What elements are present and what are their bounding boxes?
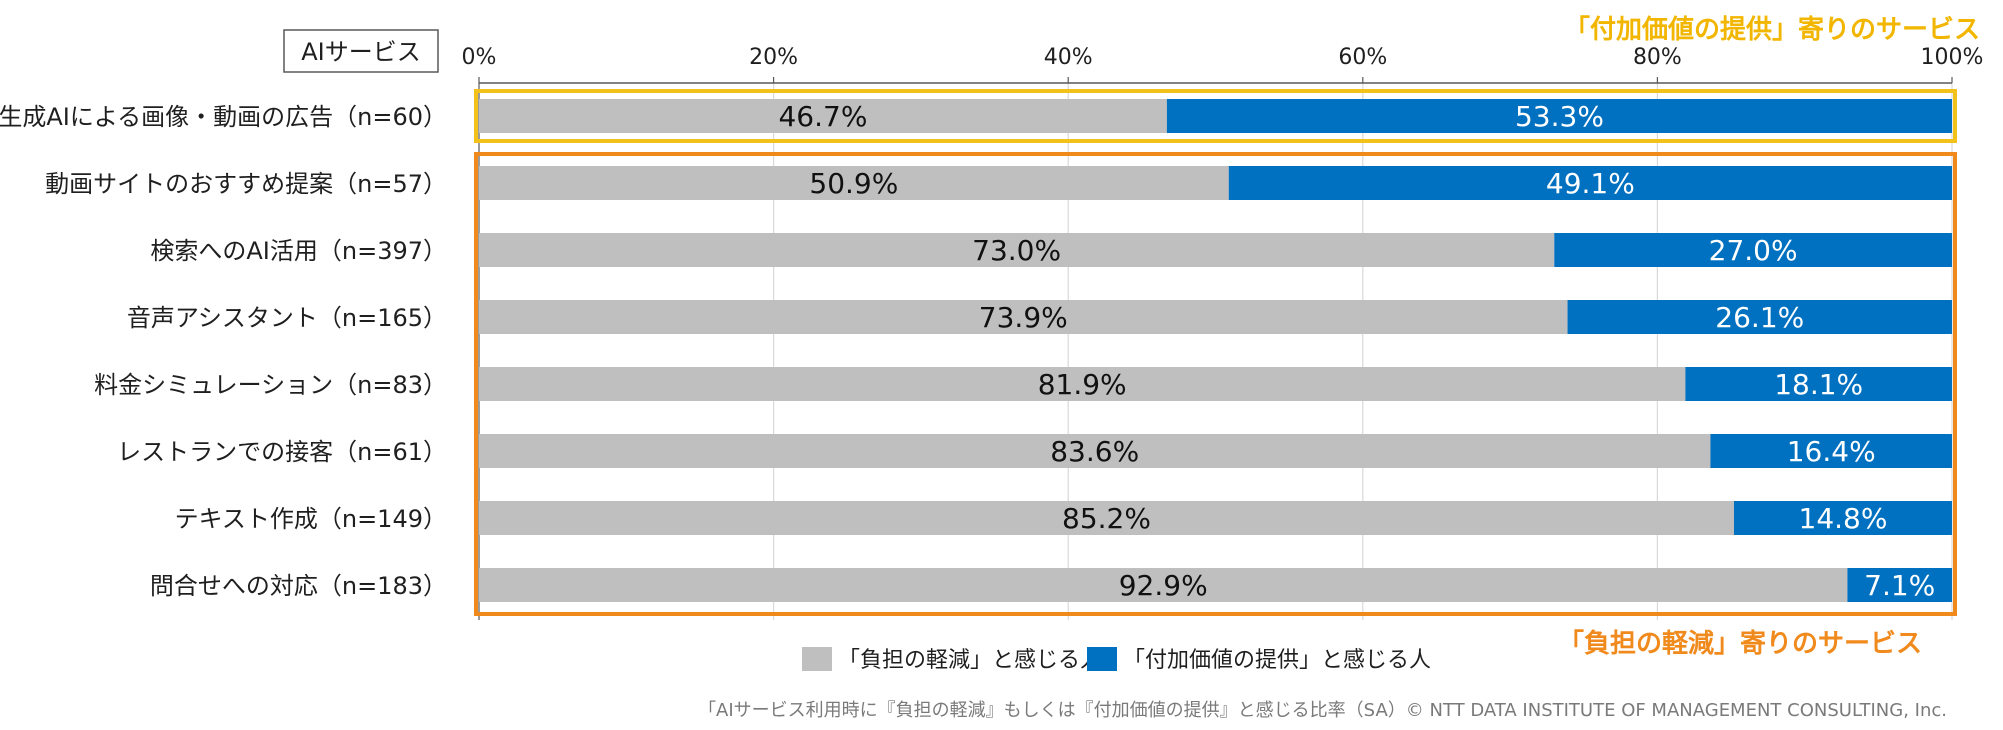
value-label-burden: 73.9% bbox=[979, 301, 1068, 334]
value-label-burden: 46.7% bbox=[778, 100, 867, 133]
legend-swatch-burden bbox=[802, 647, 832, 671]
x-tick-label: 100% bbox=[1921, 45, 1984, 70]
x-tick-label: 60% bbox=[1338, 45, 1387, 70]
value-label-added: 27.0% bbox=[1709, 234, 1798, 267]
x-tick-label: 40% bbox=[1044, 45, 1093, 70]
value-label-added: 53.3% bbox=[1515, 100, 1604, 133]
legend-swatch-added bbox=[1087, 647, 1117, 671]
bar-burden-reduction bbox=[479, 300, 1568, 334]
value-label-added: 16.4% bbox=[1787, 435, 1876, 468]
bar-added-value bbox=[1567, 300, 1952, 334]
bar-added-value bbox=[1554, 233, 1952, 267]
value-label-burden: 81.9% bbox=[1038, 368, 1127, 401]
value-label-burden: 85.2% bbox=[1062, 502, 1151, 535]
category-label: 生成AIによる画像・動画の広告（n=60） bbox=[0, 103, 447, 131]
bar-burden-reduction bbox=[479, 99, 1167, 133]
annotation-added-value: 「付加価値の提供」寄りのサービス bbox=[1564, 14, 1980, 45]
value-label-burden: 83.6% bbox=[1050, 435, 1139, 468]
bar-added-value bbox=[1733, 501, 1952, 535]
value-label-added: 26.1% bbox=[1715, 301, 1804, 334]
bar-added-value bbox=[1166, 99, 1952, 133]
bar-burden-reduction bbox=[479, 501, 1734, 535]
annotation-burden-reduction: 「負担の軽減」寄りのサービス bbox=[1558, 628, 1922, 659]
x-tick-label: 0% bbox=[462, 45, 497, 70]
bar-burden-reduction bbox=[479, 367, 1686, 401]
value-label-added: 49.1% bbox=[1546, 167, 1635, 200]
bar-added-value bbox=[1710, 434, 1952, 468]
value-label-added: 18.1% bbox=[1774, 368, 1863, 401]
x-tick-label: 80% bbox=[1633, 45, 1682, 70]
bar-added-value bbox=[1847, 568, 1952, 602]
footer-text: 「AIサービス利用時に『負担の軽減』もしくは『付加価値の提供』と感じる比率（SA… bbox=[698, 700, 1947, 721]
category-label: 検索へのAI活用（n=397） bbox=[150, 237, 447, 265]
category-label: 音声アシスタント（n=165） bbox=[127, 304, 447, 332]
value-label-added: 7.1% bbox=[1864, 569, 1935, 602]
category-label: レストランでの接客（n=61） bbox=[117, 438, 447, 466]
legend-label-burden: 「負担の軽減」と感じる人 bbox=[838, 648, 1102, 673]
highlight-box-added-value bbox=[474, 89, 1957, 143]
bar-burden-reduction bbox=[479, 568, 1848, 602]
value-label-burden: 92.9% bbox=[1119, 569, 1208, 602]
category-label: 問合せへの対応（n=183） bbox=[150, 572, 447, 600]
bar-burden-reduction bbox=[479, 166, 1229, 200]
category-label: 動画サイトのおすすめ提案（n=57） bbox=[45, 170, 447, 198]
category-label: 料金シミュレーション（n=83） bbox=[94, 371, 447, 399]
value-label-added: 14.8% bbox=[1799, 502, 1888, 535]
legend-label-added: 「付加価値の提供」と感じる人 bbox=[1123, 648, 1431, 673]
category-label: テキスト作成（n=149） bbox=[175, 505, 447, 533]
highlight-box-burden-reduction bbox=[474, 152, 1957, 616]
bar-burden-reduction bbox=[479, 434, 1711, 468]
header-label: AIサービス bbox=[301, 38, 421, 66]
header-box bbox=[283, 29, 439, 73]
x-tick-label: 20% bbox=[749, 45, 798, 70]
value-label-burden: 50.9% bbox=[809, 167, 898, 200]
bar-added-value bbox=[1228, 166, 1952, 200]
bar-burden-reduction bbox=[479, 233, 1555, 267]
bar-added-value bbox=[1685, 367, 1952, 401]
value-label-burden: 73.0% bbox=[972, 234, 1061, 267]
